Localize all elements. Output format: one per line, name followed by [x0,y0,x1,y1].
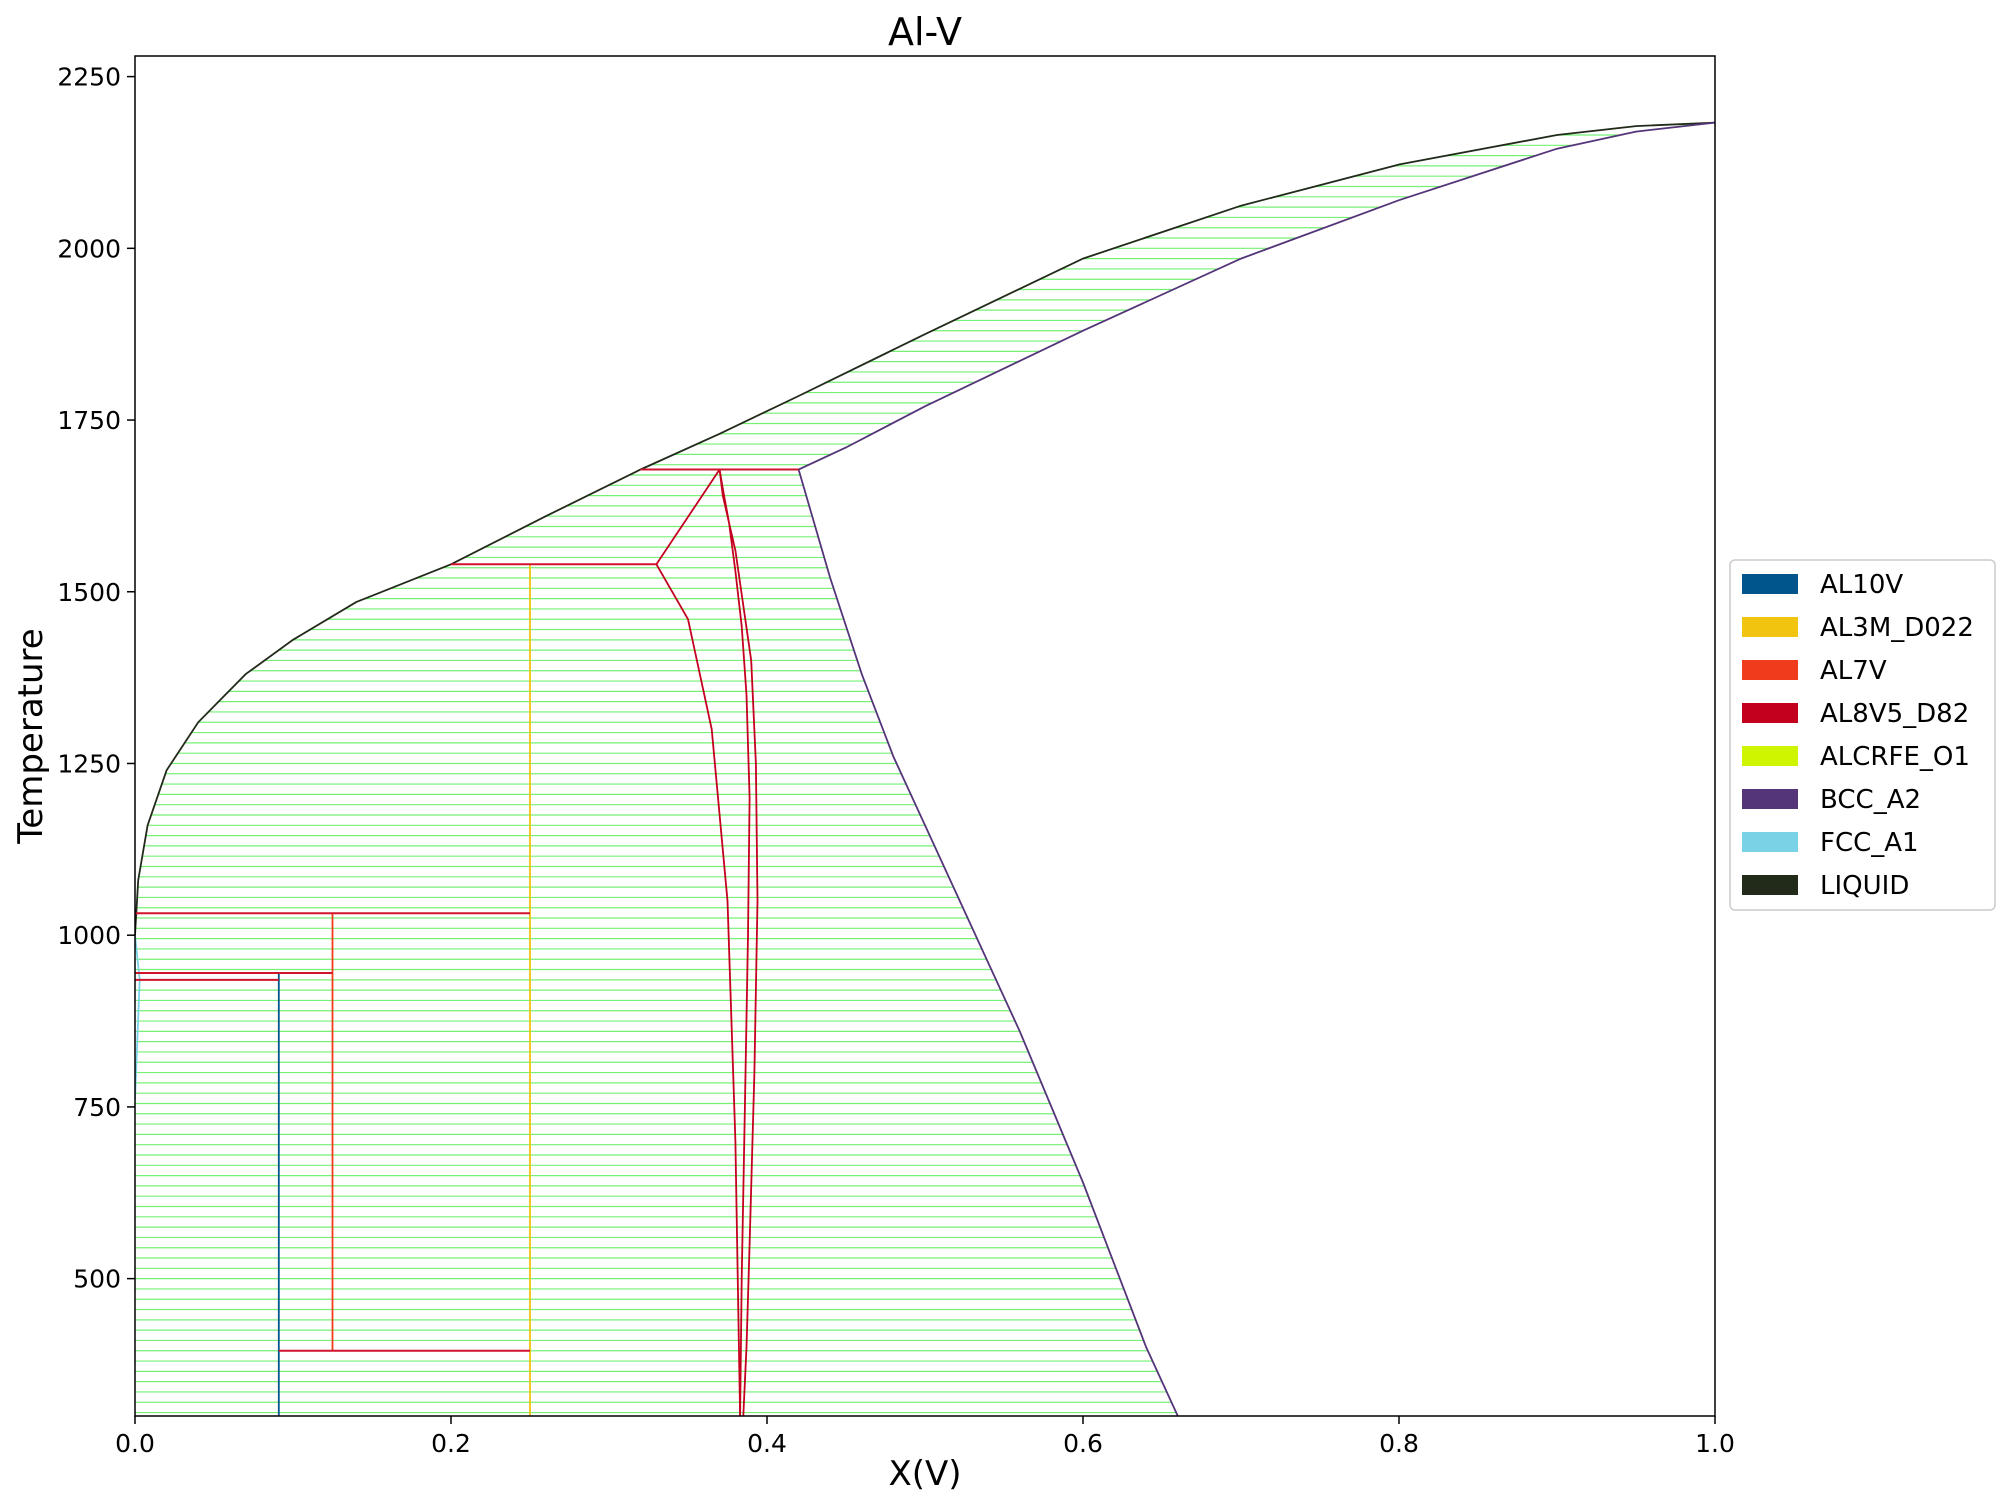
legend-swatch [1742,832,1798,852]
x-tick-label: 0.8 [1379,1429,1419,1458]
x-tick-label: 1.0 [1695,1429,1735,1458]
legend-swatch [1742,703,1798,723]
x-axis-label: X(V) [888,1454,961,1494]
y-axis-label: Temperature [11,628,51,844]
y-tick-label: 750 [73,1093,121,1122]
legend: AL10V AL3M_D022 AL7V AL8V5_D82 ALCRFE_O1 BCC_… [1729,559,1996,911]
y-tick-label: 1750 [57,406,121,435]
x-tick-label: 0.0 [115,1429,155,1458]
tieline-hatching [135,124,1697,1414]
boundary-liquid [135,121,1715,936]
y-tick-label: 2000 [57,234,121,263]
chart-title: Al-V [888,10,962,54]
legend-label: BCC_A2 [1820,785,1921,815]
y-tick-label: 2250 [57,63,121,92]
phase-boundaries [135,121,1715,1416]
y-tick-label: 1000 [57,921,121,950]
x-tick-label: 0.4 [747,1429,787,1458]
legend-swatch [1742,789,1798,809]
legend-label: AL3M_D022 [1820,613,1974,643]
legend-label: LIQUID [1820,871,1909,901]
legend-label: FCC_A1 [1820,828,1919,858]
plot-frame [134,55,1716,1417]
legend-label: AL8V5_D82 [1820,699,1969,729]
boundary-al8v5-d82 [718,469,759,1416]
legend-label: AL7V [1820,656,1887,686]
legend-label: ALCRFE_O1 [1820,742,1970,772]
legend-frame [1729,559,1996,911]
legend-swatch [1742,574,1798,594]
legend-swatch [1742,875,1798,895]
boundary-al8v5-d82-inner- [655,469,741,1416]
legend-swatch [1742,617,1798,637]
y-axis-ticks: 500 750 1000 1250 1500 1750 2000 2250 [57,63,135,1294]
y-tick-label: 1500 [57,578,121,607]
x-tick-label: 0.6 [1063,1429,1103,1458]
x-axis-ticks: 0.0 0.2 0.4 0.6 0.8 1.0 [115,1416,1735,1458]
legend-label: AL10V [1820,570,1903,600]
y-tick-label: 1250 [57,749,121,778]
y-tick-label: 500 [73,1265,121,1294]
legend-swatch [1742,660,1798,680]
legend-swatch [1742,746,1798,766]
x-tick-label: 0.2 [431,1429,471,1458]
boundary-bcc-a2 [797,121,1715,1416]
